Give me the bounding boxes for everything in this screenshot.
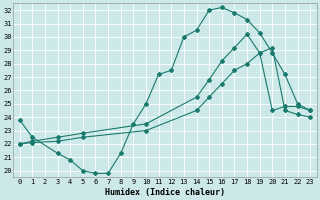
X-axis label: Humidex (Indice chaleur): Humidex (Indice chaleur): [105, 188, 225, 197]
